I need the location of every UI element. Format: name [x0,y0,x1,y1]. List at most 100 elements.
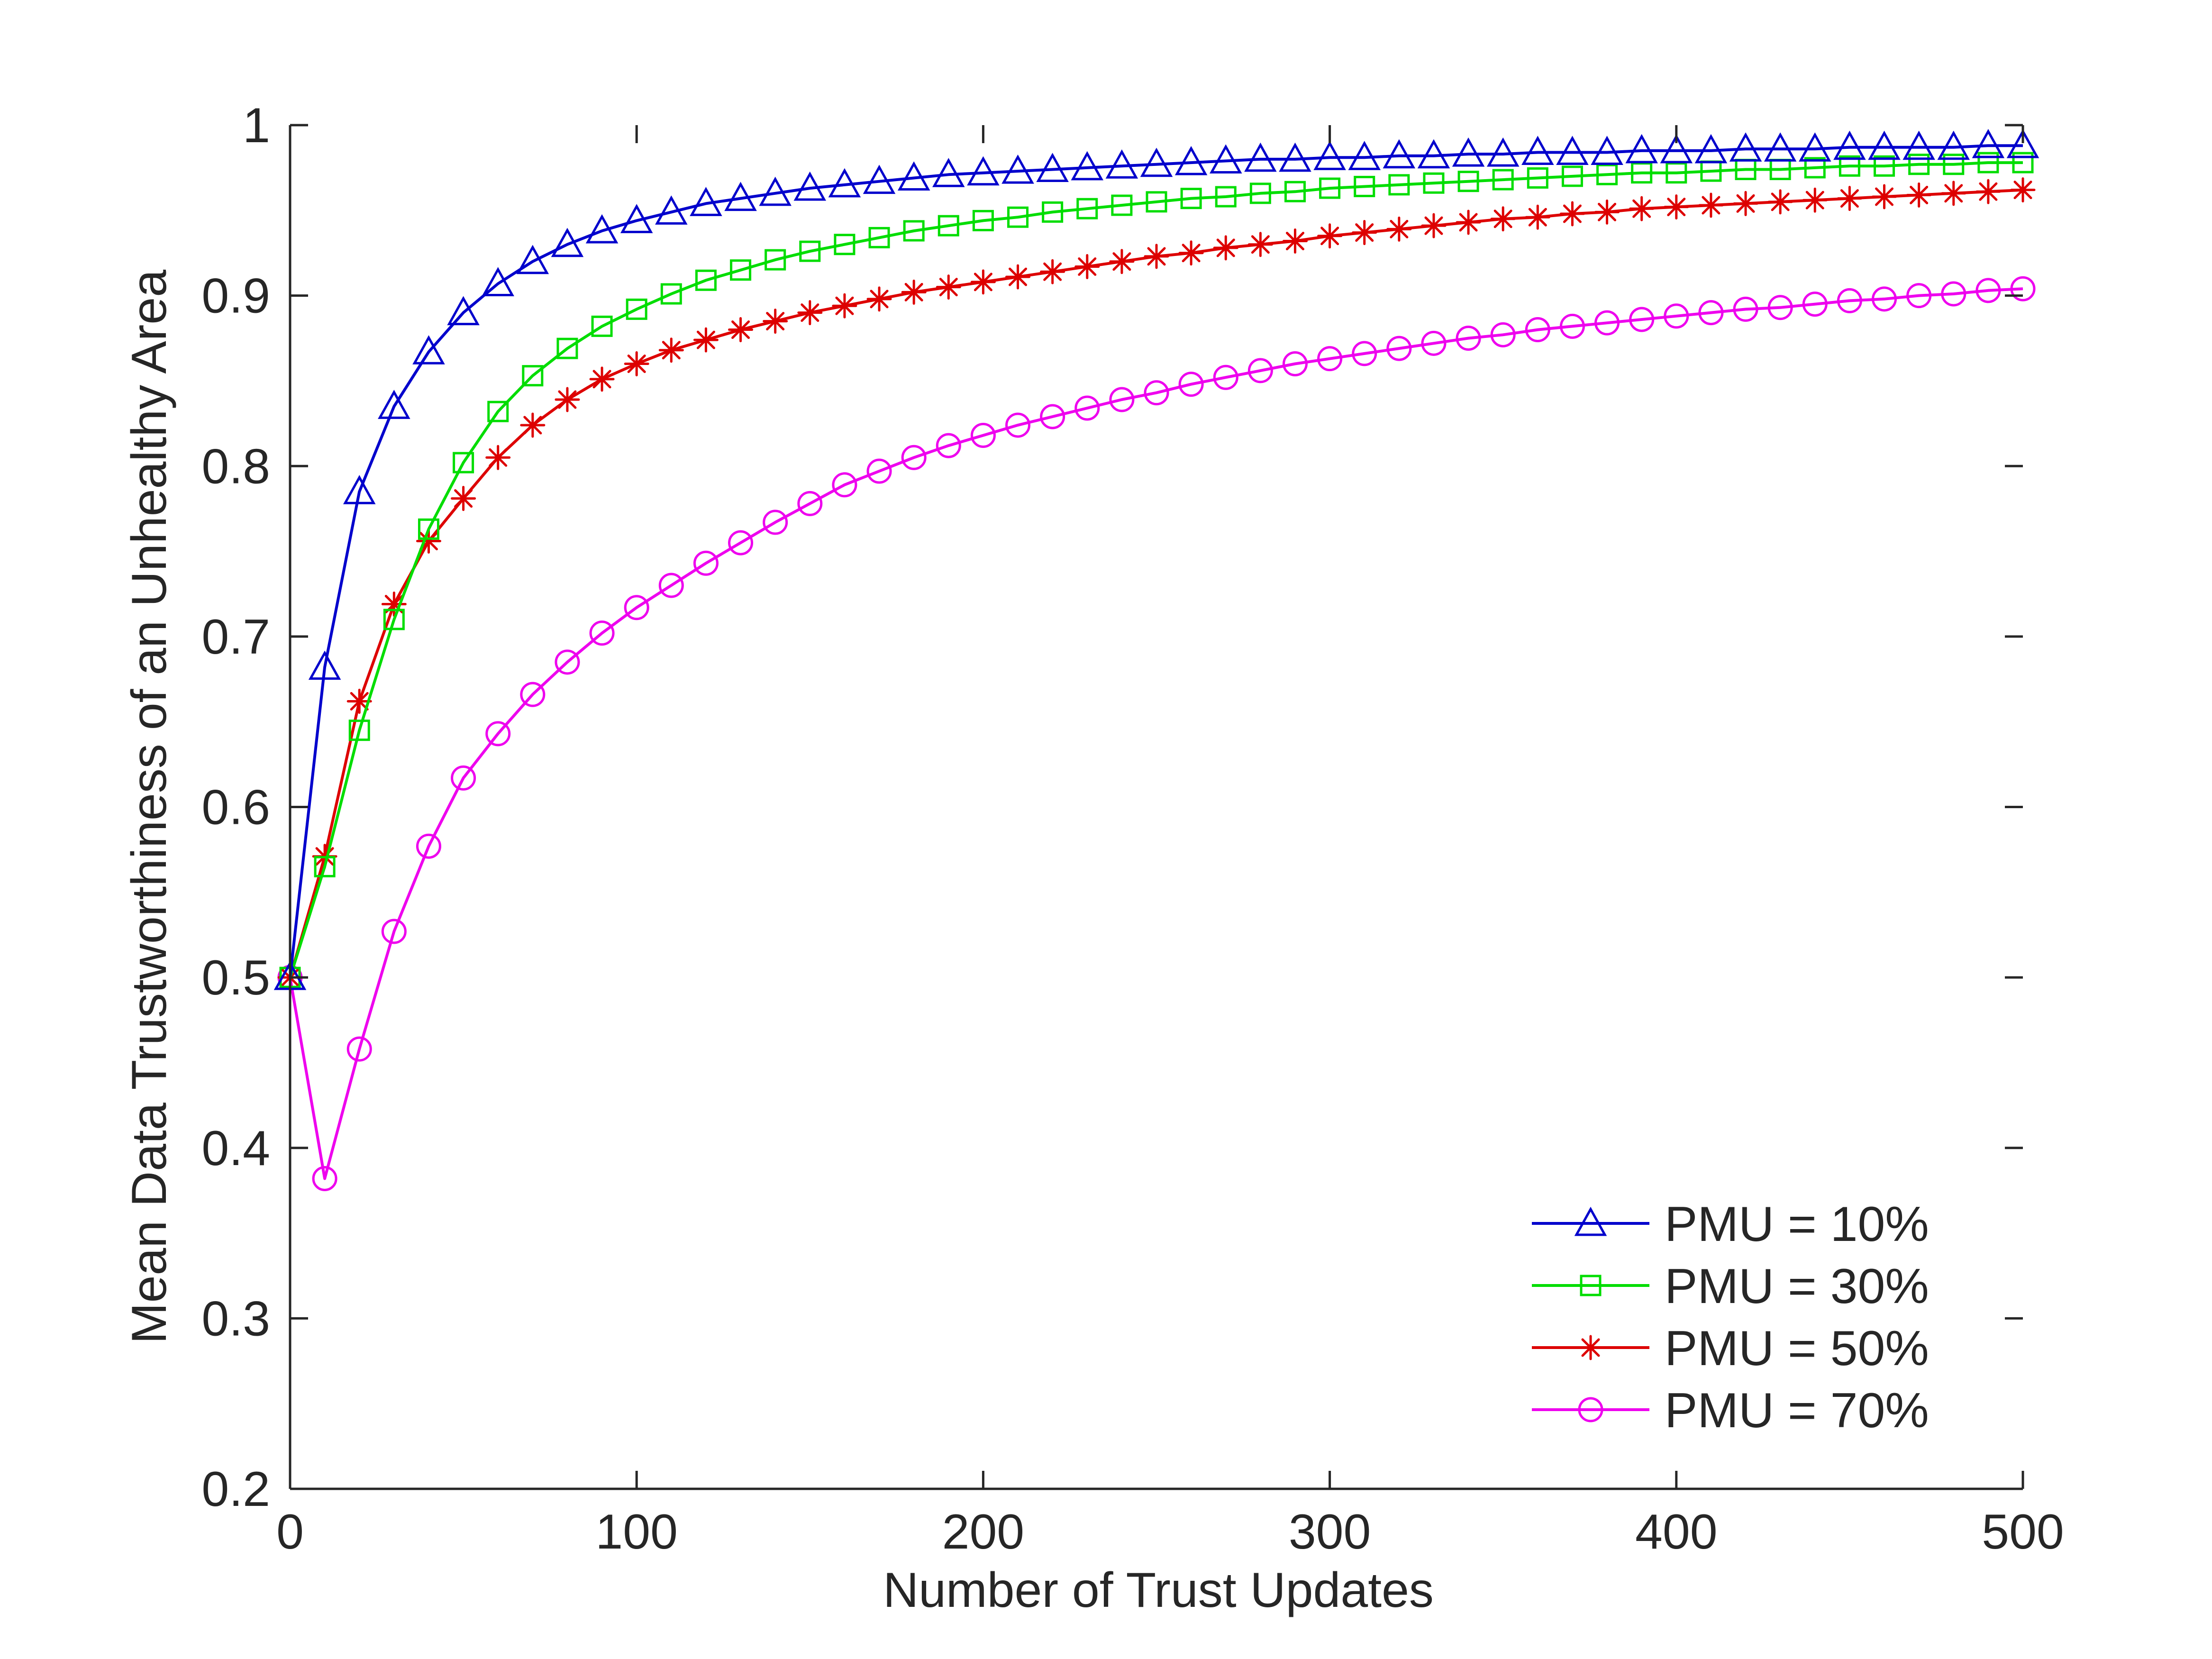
data-point [1386,216,1412,242]
data-point [797,300,823,326]
series-line [289,144,2023,978]
y-tick-label: 0.9 [201,269,270,324]
data-point [1561,165,1583,187]
data-point [1733,191,1758,216]
data-point [1664,303,1689,329]
data-point [932,158,965,187]
data-point [451,765,476,791]
data-point [1631,162,1653,184]
data-point [1666,162,1687,184]
data-point [936,433,961,458]
data-point [1906,283,1932,309]
data-point [1837,186,1862,211]
data-point [832,293,857,319]
data-point [1492,169,1514,191]
legend-marker [1578,1397,1603,1422]
data-point [1733,296,1758,322]
legend: PMU = 10% PMU = 30% PMU = 50% PMU = 70% [1532,1197,1929,1438]
data-point [660,283,682,305]
data-point [1490,206,1516,232]
data-point [1348,141,1381,170]
legend-marker [1578,1335,1603,1360]
data-point [765,249,786,271]
data-point [1837,288,1862,313]
data-point [1140,147,1173,177]
x-tick-label: 300 [1289,1504,1371,1559]
data-point [690,187,722,216]
data-point [967,156,1000,186]
data-point [728,317,754,343]
data-point [555,649,580,675]
data-point [1074,395,1100,421]
data-point [1490,322,1516,347]
data-point [1213,365,1238,390]
data-point [1764,132,1797,162]
data-point [1698,300,1724,326]
data-point [556,337,578,359]
x-tick-label: 500 [1982,1504,2064,1559]
legend-entry: PMU = 70% [1532,1383,1929,1438]
data-point [1874,155,1895,177]
data-point [591,315,613,337]
legend-entry: PMU = 30% [1532,1259,1929,1314]
data-point [1941,281,1966,307]
data-point [1352,341,1377,366]
data-point [1174,146,1208,175]
data-point [1975,278,2001,303]
data-point [901,445,927,470]
data-point [482,267,514,296]
data-point [1625,134,1658,164]
data-point [834,234,856,255]
data-point [866,286,892,312]
data-point [863,164,896,194]
data-point [1144,380,1169,406]
data-point [1521,136,1554,165]
data-point [730,259,752,281]
data-point [1040,404,1065,429]
data-point [589,620,615,646]
data-point [1660,134,1693,164]
data-point [1486,137,1520,167]
data-point [1559,201,1585,227]
data-point [453,452,474,474]
data-point [897,161,930,191]
data-point [1903,130,1935,160]
data-point [1421,213,1447,238]
data-point [1352,220,1377,246]
data-point [551,228,584,257]
data-point [1178,372,1204,397]
data-point [1594,199,1620,225]
data-point [2010,276,2036,301]
data-point [1282,228,1308,254]
data-point [970,269,996,295]
data-point [346,689,372,714]
data-point [1799,132,1831,162]
data-point [1279,142,1311,172]
data-point [2010,177,2036,203]
data-point [1144,244,1169,269]
data-point [1421,330,1447,356]
data-point [624,351,649,376]
series-4 [277,276,2036,1191]
data-point [1972,129,2005,158]
legend-marker [1574,1206,1607,1236]
data-point [1109,387,1135,412]
data-point [1317,346,1343,372]
data-point [343,475,376,504]
data-point [314,856,336,877]
data-point [1354,175,1375,197]
data-point [308,650,341,680]
data-point [759,176,792,206]
data-point [903,220,925,242]
data-point [1247,232,1273,257]
y-tick-label: 1 [243,98,270,153]
data-point [1802,292,1828,317]
data-point [1244,142,1277,172]
data-point [1908,154,1930,175]
data-point [485,445,511,470]
data-point [416,833,441,859]
data-point [1937,130,1970,160]
data-point [1076,198,1098,219]
